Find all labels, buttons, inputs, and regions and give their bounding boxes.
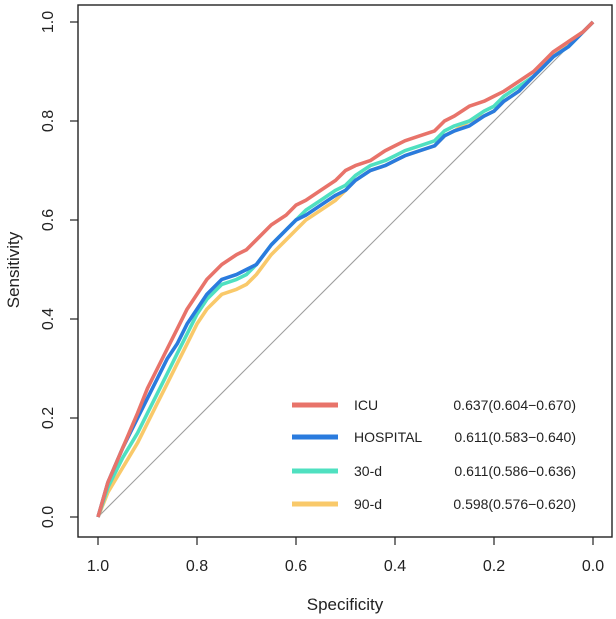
legend-entry-30d: 30-d 0.611(0.586−0.636) — [292, 463, 576, 479]
legend-entry-icu: ICU 0.637(0.604−0.670) — [292, 397, 576, 413]
x-tick-label: 1.0 — [87, 558, 109, 575]
legend-auc-30d: 0.611(0.586−0.636) — [454, 463, 576, 479]
x-tick-label: 0.6 — [285, 558, 307, 575]
legend-auc-90d: 0.598(0.576−0.620) — [453, 496, 576, 512]
x-axis: 1.0 0.8 0.6 0.4 0.2 0.0 — [87, 537, 604, 575]
y-tick-label: 0.2 — [40, 407, 57, 429]
legend-entry-hospital: HOSPITAL 0.611(0.583−0.640) — [292, 429, 576, 445]
x-tick-label: 0.4 — [384, 558, 406, 575]
y-tick-label: 1.0 — [40, 11, 57, 33]
legend-entry-90d: 90-d 0.598(0.576−0.620) — [292, 496, 576, 512]
legend-label-hospital: HOSPITAL — [354, 429, 422, 445]
y-axis: 0.0 0.2 0.4 0.6 0.8 1.0 — [40, 11, 78, 528]
x-tick-label: 0.2 — [483, 558, 505, 575]
roc-curve-30-d — [96, 20, 595, 518]
reference-diagonal — [97, 21, 594, 518]
legend-label-90d: 90-d — [354, 496, 382, 512]
legend-auc-icu: 0.637(0.604−0.670) — [453, 397, 576, 413]
roc-curve-icu — [96, 20, 595, 518]
legend-label-30d: 30-d — [354, 463, 382, 479]
x-axis-title: Specificity — [307, 595, 384, 614]
roc-curve-hospital — [96, 20, 595, 518]
plot-frame — [77, 4, 613, 538]
legend-label-icu: ICU — [354, 397, 378, 413]
legend-auc-hospital: 0.611(0.583−0.640) — [454, 429, 576, 445]
x-tick-label: 0.0 — [582, 558, 604, 575]
legend: ICU 0.637(0.604−0.670) HOSPITAL 0.611(0.… — [292, 397, 576, 512]
x-tick-label: 0.8 — [186, 558, 208, 575]
y-tick-label: 0.0 — [40, 506, 57, 528]
y-tick-label: 0.8 — [40, 110, 57, 132]
series-layer — [96, 20, 595, 518]
y-axis-title: Sensitivity — [4, 231, 23, 308]
y-tick-label: 0.4 — [40, 308, 57, 330]
y-tick-label: 0.6 — [40, 209, 57, 231]
